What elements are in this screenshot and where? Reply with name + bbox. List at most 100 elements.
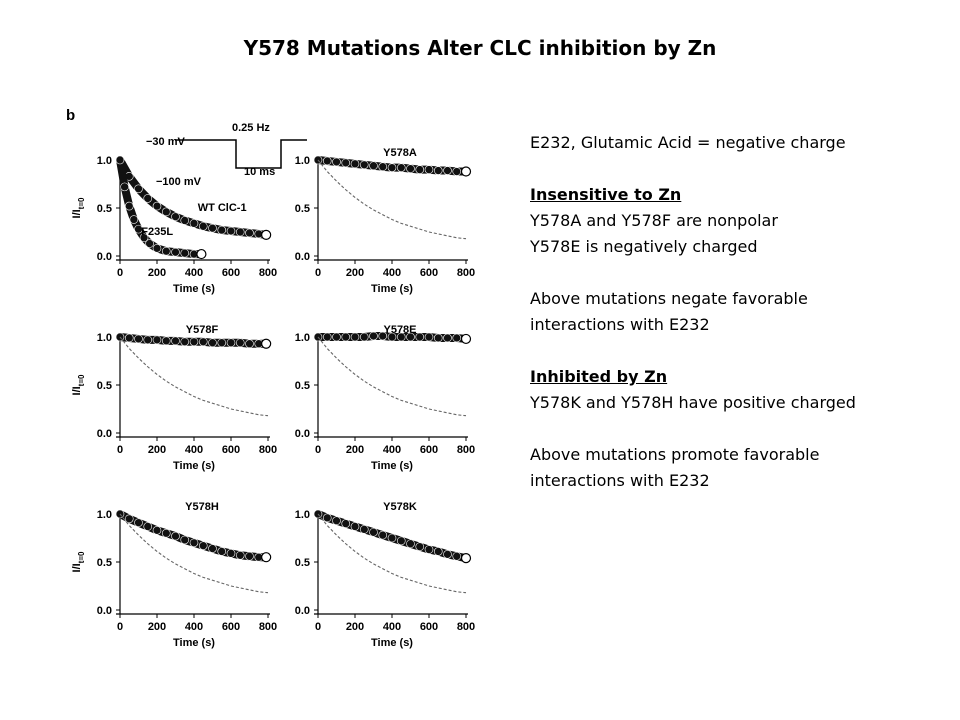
- data-point: [129, 215, 139, 224]
- y-axis-label: I/It=0: [71, 197, 86, 219]
- data-point: [341, 158, 351, 168]
- data-point: [443, 550, 452, 559]
- note-line: E232, Glutamic Acid = negative charge: [530, 133, 846, 152]
- x-tick-label: 600: [222, 444, 240, 456]
- x-axis-label: Time (s): [173, 637, 215, 649]
- data-point: [152, 526, 162, 535]
- y-axis-label-subscript: t=0: [77, 197, 86, 209]
- data-point: [359, 332, 369, 342]
- x-tick-label: 400: [383, 621, 401, 633]
- data-point: [322, 156, 332, 166]
- x-tick-label: 600: [420, 267, 438, 279]
- data-point: [443, 166, 452, 175]
- inset-duration: 10 ms: [244, 166, 275, 178]
- y-tick-label: 1.0: [97, 332, 112, 344]
- figure-svg: b −30 mV −100 mV 0.25 Hz 10 ms 0 200 400 60…: [66, 107, 475, 649]
- data-point: [341, 332, 351, 342]
- data-point: [406, 539, 415, 549]
- data-point: [217, 547, 227, 556]
- note-line: interactions with E232: [530, 471, 710, 490]
- data-point: [161, 207, 171, 217]
- x-tick-label: 0: [315, 621, 321, 633]
- x-tick-label: 800: [259, 444, 277, 456]
- data-point: [115, 155, 125, 165]
- x-tick-label: 800: [457, 621, 475, 633]
- voltage-protocol-trace: [175, 139, 307, 169]
- data-point: [171, 336, 180, 346]
- x-axis-label: Time (s): [173, 460, 215, 472]
- data-point: [332, 332, 341, 342]
- end-marker: [460, 166, 472, 177]
- data-point: [152, 335, 162, 345]
- x-tick-label: 400: [185, 444, 203, 456]
- x-tick-label: 0: [117, 621, 123, 633]
- data-point: [134, 334, 143, 344]
- reference-dashed-line: [317, 336, 467, 417]
- chart-title: Y578H: [185, 501, 219, 513]
- note-line: Y578A and Y578F are nonpolar: [530, 211, 778, 230]
- end-marker: [460, 333, 472, 345]
- data-point: [226, 338, 236, 348]
- data-point: [161, 528, 171, 538]
- data-point: [387, 163, 397, 172]
- data-point: [226, 226, 236, 236]
- reference-dashed-line: [317, 513, 467, 594]
- data-point: [433, 166, 443, 175]
- chart-3: 0 200 400 600 800 0.0 0.5 1.0 Time (s) I/It=0 Y578…: [71, 324, 277, 472]
- data-point: [350, 522, 360, 531]
- note-line: Above mutations negate favorable: [530, 289, 808, 308]
- data-point: [433, 547, 443, 556]
- data-point: [143, 194, 153, 203]
- y-tick-label: 0.0: [97, 605, 112, 617]
- x-tick-label: 800: [259, 267, 277, 279]
- data-point: [124, 201, 134, 211]
- x-tick-label: 600: [420, 444, 438, 456]
- data-point: [452, 167, 462, 176]
- data-point: [369, 527, 378, 537]
- data-point: [139, 233, 149, 243]
- x-tick-label: 200: [346, 444, 364, 456]
- data-point: [145, 239, 154, 248]
- data-point: [143, 335, 153, 345]
- data-point: [235, 338, 245, 348]
- data-point: [433, 333, 443, 343]
- series-label-f235l: F235L: [141, 226, 173, 238]
- data-point: [387, 533, 397, 543]
- data-point: [378, 331, 388, 341]
- data-point: [406, 164, 415, 173]
- reference-dashed-line: [317, 159, 467, 240]
- data-point: [245, 339, 254, 349]
- voltage-protocol-inset: −30 mV −100 mV 0.25 Hz 10 ms: [146, 122, 307, 188]
- x-tick-label: 200: [148, 444, 166, 456]
- x-tick-label: 0: [117, 267, 123, 279]
- inset-frequency: 0.25 Hz: [232, 122, 270, 134]
- data-point: [208, 544, 217, 553]
- data-point: [341, 519, 351, 528]
- y-axis-label: I/It=0: [71, 374, 86, 396]
- data-point: [171, 531, 180, 541]
- data-point: [359, 525, 369, 534]
- chart-title: Y578F: [186, 324, 219, 336]
- x-tick-label: 200: [148, 267, 166, 279]
- x-tick-label: 600: [420, 621, 438, 633]
- notes-text: E232, Glutamic Acid = negative charge In…: [530, 130, 950, 494]
- x-tick-label: 200: [148, 621, 166, 633]
- chart-title: Y578K: [383, 501, 417, 513]
- end-marker: [261, 229, 272, 240]
- data-point: [332, 157, 341, 167]
- x-tick-label: 800: [259, 621, 277, 633]
- x-tick-label: 800: [457, 267, 475, 279]
- y-tick-label: 0.0: [295, 251, 310, 263]
- y-tick-label: 1.0: [97, 509, 112, 521]
- data-point: [245, 228, 254, 238]
- x-tick-label: 600: [222, 267, 240, 279]
- data-point: [396, 163, 406, 172]
- x-axis-label: Time (s): [173, 283, 215, 295]
- data-point: [226, 549, 236, 558]
- data-point: [387, 332, 397, 342]
- data-point: [396, 332, 406, 342]
- data-point: [180, 248, 190, 258]
- x-tick-label: 400: [185, 267, 203, 279]
- data-point: [332, 516, 341, 526]
- data-point: [189, 337, 199, 347]
